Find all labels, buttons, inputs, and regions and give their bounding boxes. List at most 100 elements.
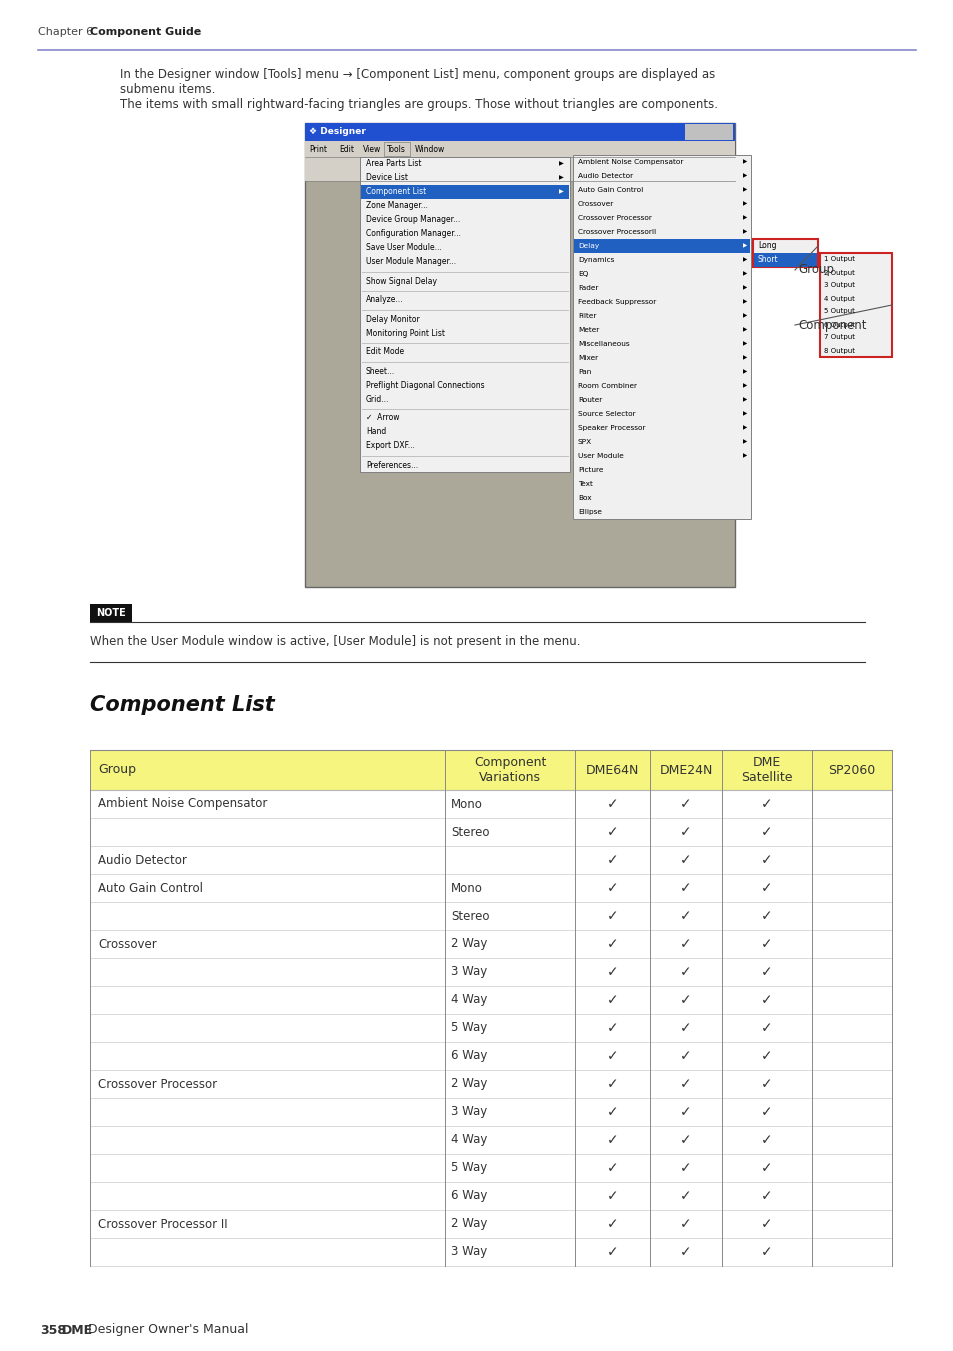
Text: ✓: ✓ xyxy=(606,1217,618,1231)
Text: ✓: ✓ xyxy=(679,1105,691,1119)
Text: ▶: ▶ xyxy=(742,285,746,290)
Text: ❖ Designer: ❖ Designer xyxy=(309,127,366,136)
Text: Area Parts List: Area Parts List xyxy=(366,159,421,169)
Text: ▶: ▶ xyxy=(558,189,563,195)
Text: ▶: ▶ xyxy=(742,300,746,304)
Text: ✓: ✓ xyxy=(606,797,618,811)
Text: ✓: ✓ xyxy=(679,1246,691,1259)
Text: ▶: ▶ xyxy=(742,384,746,389)
Text: ✓: ✓ xyxy=(679,993,691,1006)
Text: Speaker Processor: Speaker Processor xyxy=(578,426,645,431)
Text: ✓: ✓ xyxy=(760,993,772,1006)
Text: ▶: ▶ xyxy=(742,397,746,403)
Text: 5 Output: 5 Output xyxy=(823,308,854,315)
Text: Monitoring Point List: Monitoring Point List xyxy=(366,328,444,338)
Text: Mono: Mono xyxy=(451,881,482,894)
Text: Miscellaneous: Miscellaneous xyxy=(578,340,629,347)
Text: ✓: ✓ xyxy=(760,825,772,839)
Text: ▶: ▶ xyxy=(742,216,746,220)
Text: Crossover ProcessorII: Crossover ProcessorII xyxy=(578,230,656,235)
Text: ✓: ✓ xyxy=(679,1189,691,1202)
Text: Picture: Picture xyxy=(578,467,602,473)
Text: 7 Output: 7 Output xyxy=(823,335,854,340)
Text: ▶: ▶ xyxy=(742,342,746,346)
Text: ✓: ✓ xyxy=(760,1021,772,1035)
Text: Auto Gain Control: Auto Gain Control xyxy=(578,186,642,193)
Bar xyxy=(305,141,734,157)
Text: DME
Satellite: DME Satellite xyxy=(740,757,792,784)
Text: ▶: ▶ xyxy=(742,426,746,431)
Text: Long: Long xyxy=(758,242,776,250)
Text: ✓: ✓ xyxy=(679,1161,691,1175)
Text: 2 Way: 2 Way xyxy=(451,1078,487,1090)
Text: Ellipse: Ellipse xyxy=(578,509,601,515)
Text: Preferences...: Preferences... xyxy=(366,461,417,470)
Text: ✓: ✓ xyxy=(679,1133,691,1147)
Text: Pan: Pan xyxy=(578,369,591,376)
Text: ✓: ✓ xyxy=(606,1189,618,1202)
Text: ✓: ✓ xyxy=(606,1048,618,1063)
Text: ▶: ▶ xyxy=(742,454,746,458)
Text: Grid...: Grid... xyxy=(366,394,389,404)
Text: ▶: ▶ xyxy=(742,313,746,319)
Text: ✓: ✓ xyxy=(606,1133,618,1147)
Text: Edit Mode: Edit Mode xyxy=(366,347,404,357)
Text: ▶: ▶ xyxy=(742,159,746,165)
Text: Hand: Hand xyxy=(366,427,386,436)
Text: ✓: ✓ xyxy=(679,909,691,923)
Text: ✓: ✓ xyxy=(606,1021,618,1035)
Text: Delay Monitor: Delay Monitor xyxy=(366,315,419,323)
Text: User Module Manager...: User Module Manager... xyxy=(366,258,456,266)
Text: ▶: ▶ xyxy=(742,327,746,332)
Text: ✓: ✓ xyxy=(679,881,691,894)
Text: ✓: ✓ xyxy=(760,909,772,923)
Text: Stereo: Stereo xyxy=(451,825,489,839)
Text: Export DXF...: Export DXF... xyxy=(366,442,415,450)
Text: Box: Box xyxy=(578,494,591,501)
Text: ✓: ✓ xyxy=(606,1077,618,1092)
Text: Filter: Filter xyxy=(578,313,596,319)
Text: 8 Output: 8 Output xyxy=(823,347,854,354)
Text: ✓: ✓ xyxy=(679,1077,691,1092)
Text: Component Guide: Component Guide xyxy=(90,27,201,36)
Text: ▶: ▶ xyxy=(742,272,746,277)
Text: ✓: ✓ xyxy=(679,852,691,867)
Text: NOTE: NOTE xyxy=(96,608,126,617)
Text: ✓: ✓ xyxy=(760,797,772,811)
Text: 3 Output: 3 Output xyxy=(823,282,854,289)
Text: ✓: ✓ xyxy=(760,1217,772,1231)
Text: ✓: ✓ xyxy=(606,938,618,951)
Text: Delay: Delay xyxy=(578,243,598,249)
Text: Auto Gain Control: Auto Gain Control xyxy=(98,881,203,894)
Text: Feedback Suppressor: Feedback Suppressor xyxy=(578,299,656,305)
Text: ✓: ✓ xyxy=(679,965,691,979)
Bar xyxy=(573,155,750,519)
Text: ▶: ▶ xyxy=(742,355,746,361)
Text: ✓: ✓ xyxy=(760,1133,772,1147)
Text: Preflight Diagonal Connections: Preflight Diagonal Connections xyxy=(366,381,484,389)
Text: ✓: ✓ xyxy=(760,1189,772,1202)
Text: Stereo: Stereo xyxy=(451,909,489,923)
Text: Device Group Manager...: Device Group Manager... xyxy=(366,216,459,224)
Text: 2 Way: 2 Way xyxy=(451,938,487,951)
Text: In the Designer window [Tools] menu → [Component List] menu, component groups ar: In the Designer window [Tools] menu → [C… xyxy=(120,68,715,81)
Text: 4 Way: 4 Way xyxy=(451,1133,487,1147)
Text: 2 Output: 2 Output xyxy=(823,269,854,276)
Bar xyxy=(574,239,749,253)
Text: ✓: ✓ xyxy=(606,1246,618,1259)
Bar xyxy=(753,253,816,267)
Bar xyxy=(305,123,734,141)
Text: ▶: ▶ xyxy=(742,201,746,207)
Text: ▶: ▶ xyxy=(742,230,746,235)
Text: DME: DME xyxy=(62,1324,93,1336)
Text: ✓: ✓ xyxy=(679,797,691,811)
Text: Edit: Edit xyxy=(338,145,354,154)
Text: When the User Module window is active, [User Module] is not present in the menu.: When the User Module window is active, [… xyxy=(90,635,579,648)
Text: Fader: Fader xyxy=(578,285,598,290)
Text: ✓: ✓ xyxy=(760,1048,772,1063)
Text: ✓: ✓ xyxy=(679,1021,691,1035)
Text: ✓: ✓ xyxy=(606,825,618,839)
Text: Save User Module...: Save User Module... xyxy=(366,243,441,253)
Text: submenu items.: submenu items. xyxy=(120,82,215,96)
Text: 358: 358 xyxy=(40,1324,66,1336)
